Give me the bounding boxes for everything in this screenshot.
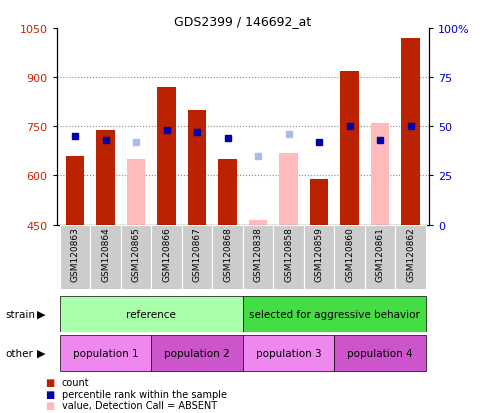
Bar bbox=[60, 335, 151, 371]
Bar bbox=[395, 225, 426, 289]
Text: GSM120863: GSM120863 bbox=[70, 227, 79, 282]
Text: GSM120862: GSM120862 bbox=[406, 227, 415, 282]
Text: GSM120865: GSM120865 bbox=[132, 227, 141, 282]
Bar bbox=[96, 130, 115, 225]
Text: population 2: population 2 bbox=[164, 348, 230, 358]
Bar bbox=[371, 124, 389, 225]
Text: GSM120861: GSM120861 bbox=[376, 227, 385, 282]
Bar bbox=[401, 39, 420, 225]
Text: GSM120864: GSM120864 bbox=[101, 227, 110, 282]
Text: reference: reference bbox=[126, 309, 176, 319]
Title: GDS2399 / 146692_at: GDS2399 / 146692_at bbox=[174, 15, 312, 28]
Text: population 4: population 4 bbox=[347, 348, 413, 358]
Text: value, Detection Call = ABSENT: value, Detection Call = ABSENT bbox=[62, 400, 217, 410]
Bar bbox=[365, 225, 395, 289]
Bar bbox=[188, 111, 206, 225]
Bar bbox=[121, 225, 151, 289]
Text: ■: ■ bbox=[45, 412, 54, 413]
Bar bbox=[243, 335, 334, 371]
Bar bbox=[243, 225, 273, 289]
Text: GSM120859: GSM120859 bbox=[315, 227, 323, 282]
Text: ■: ■ bbox=[45, 377, 54, 387]
Text: ■: ■ bbox=[45, 400, 54, 410]
Bar bbox=[273, 225, 304, 289]
Bar bbox=[334, 225, 365, 289]
Text: ■: ■ bbox=[45, 389, 54, 399]
Bar bbox=[66, 157, 84, 225]
Text: GSM120860: GSM120860 bbox=[345, 227, 354, 282]
Text: percentile rank within the sample: percentile rank within the sample bbox=[62, 389, 227, 399]
Text: GSM120866: GSM120866 bbox=[162, 227, 171, 282]
Bar bbox=[310, 179, 328, 225]
Text: GSM120838: GSM120838 bbox=[253, 227, 263, 282]
Bar bbox=[182, 225, 212, 289]
Bar bbox=[60, 225, 90, 289]
Bar bbox=[90, 225, 121, 289]
Text: population 1: population 1 bbox=[72, 348, 139, 358]
Bar bbox=[151, 225, 182, 289]
Bar bbox=[127, 160, 145, 225]
Text: GSM120867: GSM120867 bbox=[193, 227, 202, 282]
Text: GSM120868: GSM120868 bbox=[223, 227, 232, 282]
Bar bbox=[212, 225, 243, 289]
Bar bbox=[304, 225, 334, 289]
Text: rank, Detection Call = ABSENT: rank, Detection Call = ABSENT bbox=[62, 412, 212, 413]
Bar bbox=[218, 160, 237, 225]
Bar bbox=[243, 296, 426, 332]
Text: ▶: ▶ bbox=[37, 309, 45, 319]
Bar bbox=[157, 88, 176, 225]
Bar bbox=[249, 220, 267, 225]
Text: population 3: population 3 bbox=[256, 348, 321, 358]
Text: strain: strain bbox=[5, 309, 35, 319]
Text: selected for aggressive behavior: selected for aggressive behavior bbox=[249, 309, 420, 319]
Text: GSM120858: GSM120858 bbox=[284, 227, 293, 282]
Bar bbox=[60, 296, 243, 332]
Bar bbox=[151, 335, 243, 371]
Bar bbox=[341, 71, 359, 225]
Bar bbox=[334, 335, 426, 371]
Text: ▶: ▶ bbox=[37, 348, 45, 358]
Text: count: count bbox=[62, 377, 89, 387]
Bar bbox=[280, 153, 298, 225]
Text: other: other bbox=[5, 348, 33, 358]
